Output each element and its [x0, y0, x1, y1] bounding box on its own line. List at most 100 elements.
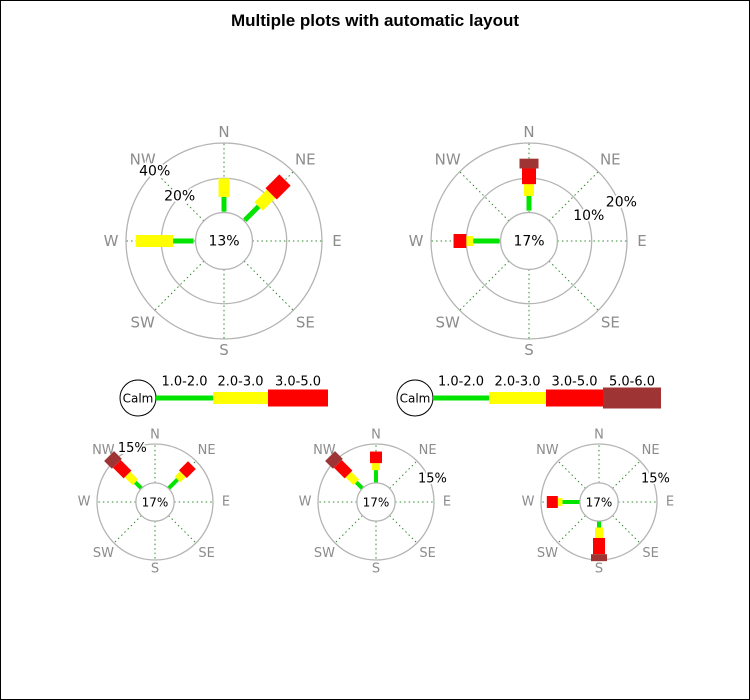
legend-swatch-5.0-6.0 — [603, 387, 661, 409]
compass-label-S: S — [151, 562, 159, 577]
compass-label-NE: NE — [295, 151, 316, 169]
calm-legend-label: Calm — [400, 392, 431, 406]
arm-NW-segment-2.0-3.0 — [124, 471, 139, 486]
spoke-NE — [389, 460, 418, 489]
legend-swatch-1.0-2.0 — [156, 395, 213, 401]
legend-swatch-2.0-3.0 — [213, 392, 268, 404]
compass-label-SW: SW — [131, 313, 156, 331]
ring-label-15%: 15% — [418, 472, 447, 487]
arm-W-segment-1.0-2.0 — [473, 238, 500, 244]
arm-W — [135, 235, 194, 247]
arm-W-segment-2.0-3.0 — [135, 235, 174, 247]
arm-N-segment-1.0-2.0 — [221, 196, 227, 212]
legend-bin-label-3.0-5.0: 3.0-5.0 — [275, 375, 321, 390]
arm-NE — [243, 174, 291, 222]
legend-swatch-3.0-5.0 — [268, 389, 328, 407]
arm-S-segment-5.0-6.0 — [591, 554, 607, 562]
wind-rose-top-left: 13% N NE E SE S SW W NW 20% 40% — [104, 123, 342, 359]
arm-NW-segment-2.0-3.0 — [345, 471, 360, 486]
spoke-SW — [113, 515, 142, 544]
compass-label-N: N — [594, 428, 604, 443]
compass-label-S: S — [524, 341, 534, 359]
spoke-SE — [168, 515, 197, 544]
compass-label-N: N — [371, 428, 381, 443]
arm-NW-segment-5.0-6.0 — [325, 451, 343, 469]
calm-percentage-label: 13% — [208, 234, 239, 250]
compass-label-W: W — [104, 232, 119, 250]
ring-label-20%: 20% — [606, 195, 637, 211]
arm-NE-segment-3.0-5.0 — [265, 174, 291, 200]
arm-N-segment-3.0-5.0 — [522, 168, 536, 185]
arm-NW — [325, 451, 364, 490]
ring-label-10%: 10% — [573, 208, 604, 224]
compass-label-SE: SE — [419, 546, 435, 561]
compass-label-NW: NW — [92, 443, 115, 458]
compass-label-E: E — [637, 232, 646, 250]
legend-bin-label-2.0-3.0: 2.0-3.0 — [217, 375, 263, 390]
wind-rose-bottom-right: 17% N NE E SE S SW W NW 15% — [522, 428, 675, 577]
calm-circle — [579, 482, 619, 522]
arm-NW-segment-1.0-2.0 — [354, 480, 364, 490]
compass-label-N: N — [150, 428, 160, 443]
arm-NE-segment-2.0-3.0 — [174, 471, 186, 483]
arm-NE-segment-3.0-5.0 — [178, 461, 196, 479]
frequency-ring — [430, 142, 628, 340]
arm-N — [370, 451, 382, 483]
compass-label-NW: NW — [313, 443, 336, 458]
arm-N-segment-1.0-2.0 — [526, 195, 532, 211]
compass-label-SW: SW — [93, 546, 114, 561]
calm-circle — [356, 482, 396, 522]
spoke-NW — [557, 460, 586, 489]
legend-bin-label-3.0-5.0: 3.0-5.0 — [551, 375, 597, 390]
figure-title: Multiple plots with automatic layout — [230, 11, 520, 30]
compass-label-N: N — [218, 123, 229, 141]
compass-label-NW: NW — [130, 151, 156, 169]
arm-W — [453, 234, 500, 248]
calm-percentage-label: 17% — [586, 496, 613, 510]
arm-W-segment-2.0-3.0 — [466, 236, 474, 246]
ring-label-15%: 15% — [118, 441, 147, 456]
arm-W-segment-1.0-2.0 — [562, 500, 580, 504]
legend-bin-label-5.0-6.0: 5.0-6.0 — [609, 375, 655, 390]
arm-S-segment-1.0-2.0 — [597, 521, 601, 528]
compass-label-N: N — [523, 123, 534, 141]
compass-label-NE: NE — [600, 151, 621, 169]
ring-label-40%: 40% — [139, 164, 170, 180]
compass-label-E: E — [666, 495, 674, 510]
calm-percentage-label: 17% — [142, 496, 169, 510]
arm-N-segment-2.0-3.0 — [524, 184, 534, 196]
legend-swatch-1.0-2.0 — [433, 395, 489, 401]
wind-rose-bottom-left: 17% N NE E SE S SW W NW 15% — [78, 428, 231, 577]
arm-N-segment-2.0-3.0 — [372, 463, 380, 471]
legend-bin-label-1.0-2.0: 1.0-2.0 — [438, 375, 484, 390]
arm-W-segment-3.0-5.0 — [546, 496, 558, 508]
frequency-ring — [317, 443, 435, 561]
compass-label-W: W — [409, 232, 424, 250]
calm-circle — [499, 211, 559, 271]
arm-N — [519, 158, 539, 211]
compass-label-S: S — [595, 562, 603, 577]
spoke-SE — [389, 515, 418, 544]
compass-label-E: E — [332, 232, 341, 250]
arm-W-segment-2.0-3.0 — [557, 498, 563, 506]
compass-label-NE: NE — [419, 443, 437, 458]
arm-NW-segment-1.0-2.0 — [133, 480, 143, 490]
arm-N — [218, 178, 230, 212]
wind-rose-bottom-middle: 17% N NE E SE S SW W NW 15% — [299, 428, 452, 577]
compass-label-SE: SE — [296, 313, 315, 331]
compass-label-SW: SW — [314, 546, 335, 561]
compass-label-SE: SE — [601, 313, 620, 331]
arm-N-segment-3.0-5.0 — [370, 451, 382, 464]
arm-N-segment-1.0-2.0 — [374, 470, 378, 483]
frequency-ring — [125, 142, 323, 340]
arm-W-segment-3.0-5.0 — [453, 234, 467, 248]
wind-rose-top-right: 17% N NE E SE S SW W NW 10%20% — [409, 123, 647, 359]
arm-W-segment-1.0-2.0 — [173, 238, 194, 244]
arm-S-segment-3.0-5.0 — [593, 537, 605, 555]
legend-top-right: Calm 1.0-2.0 2.0-3.0 3.0-5.0 5.0-6.0 — [396, 375, 661, 417]
compass-label-W: W — [78, 495, 91, 510]
compass-label-S: S — [372, 562, 380, 577]
arm-NE-segment-1.0-2.0 — [167, 478, 179, 490]
